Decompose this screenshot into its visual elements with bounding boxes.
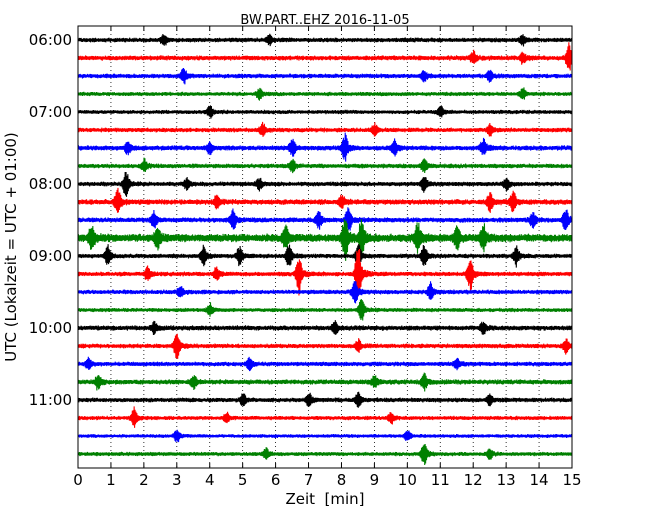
x-tick-label: 6 [271,471,281,489]
x-tick-label: 0 [73,471,83,489]
trace-1000 [77,320,573,335]
trace-1115 [77,406,573,428]
trace-0915 [77,249,573,297]
y-tick-label: 09:00 [29,247,72,265]
x-tick-label: 9 [370,471,380,489]
y-tick-label: 10:00 [29,319,72,337]
trace-0600 [77,33,573,47]
x-tick-label: 14 [530,471,549,489]
x-tick-label: 15 [562,471,581,489]
x-tick-label: 10 [398,471,417,489]
x-tick-label: 3 [172,471,182,489]
x-tick-label: 11 [431,471,450,489]
trace-0815 [77,187,573,213]
trace-0900 [77,243,573,268]
y-tick-label: 06:00 [29,31,72,49]
y-tick-label: 07:00 [29,103,72,121]
trace-1130 [77,429,573,443]
trace-0615 [77,42,573,71]
x-tick-label: 5 [238,471,248,489]
x-axis-ticks: 0 1 2 3 4 5 6 7 8 9 10 11 12 13 14 15 [73,26,582,489]
trace-1145 [77,444,573,465]
trace-0745 [77,157,573,174]
x-tick-label: 8 [337,471,347,489]
grid-lines [110,26,540,468]
x-tick-label: 7 [304,471,314,489]
x-axis-label: Zeit [min] [285,490,364,508]
trace-1045 [77,372,573,392]
y-tick-label: 11:00 [29,391,72,409]
y-axis-ticks: 06:00 07:00 08:00 09:00 10:00 11:00 [29,31,572,409]
trace-0730 [77,132,573,162]
x-tick-label: 12 [464,471,483,489]
x-tick-label: 2 [139,471,149,489]
chart-title: BW.PART..EHZ 2016-11-05 [240,13,409,28]
trace-0945 [77,299,573,321]
trace-0645 [77,87,573,101]
trace-0830 [77,207,573,231]
trace-1100 [77,391,573,408]
trace-group [77,33,573,465]
y-tick-label: 08:00 [29,175,72,193]
trace-1030 [77,356,573,372]
trace-0800 [77,172,573,197]
x-tick-label: 1 [106,471,116,489]
y-axis-label: UTC (Lokalzeit = UTC + 01:00) [2,132,20,362]
trace-1015 [77,333,573,359]
trace-0700 [77,105,573,119]
trace-0630 [77,67,573,85]
x-tick-label: 13 [497,471,516,489]
plot-frame [77,25,573,469]
trace-0930 [77,281,573,304]
x-tick-label: 4 [205,471,215,489]
trace-0845 [77,219,573,261]
trace-0715 [77,121,573,137]
